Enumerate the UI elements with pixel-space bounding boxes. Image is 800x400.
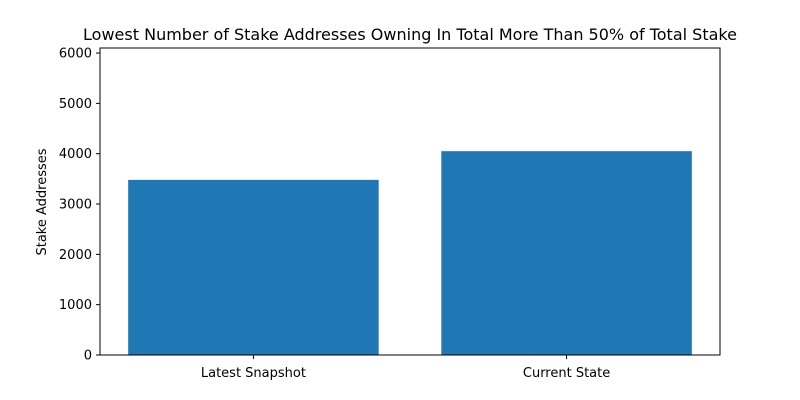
x-tick-label: Current State xyxy=(523,366,610,381)
bars-group xyxy=(128,151,692,355)
y-tick-label: 1000 xyxy=(59,298,92,313)
y-tick-label: 2000 xyxy=(59,248,92,263)
y-axis-ticks: 0 1000 2000 3000 4000 5000 6000 xyxy=(59,47,100,364)
y-axis-label: Stake Addresses xyxy=(35,148,50,255)
x-tick-label: Latest Snapshot xyxy=(201,366,306,381)
y-tick-label: 4000 xyxy=(59,147,92,162)
chart-title: Lowest Number of Stake Addresses Owning … xyxy=(83,25,737,44)
x-axis-ticks: Latest Snapshot Current State xyxy=(201,355,610,381)
y-tick-label: 3000 xyxy=(59,198,92,213)
bar-current-state xyxy=(441,151,692,355)
bar-latest-snapshot xyxy=(128,179,379,355)
y-tick-label: 5000 xyxy=(59,97,92,112)
plot-frame xyxy=(99,47,721,356)
y-tick-label: 0 xyxy=(84,349,92,364)
y-tick-label: 6000 xyxy=(59,47,92,62)
